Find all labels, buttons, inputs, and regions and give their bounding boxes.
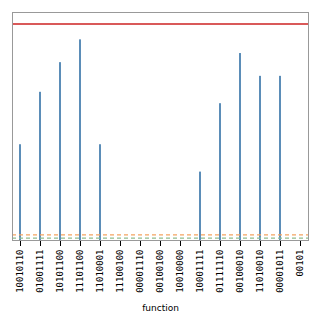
svg-text:00100100: 00100100	[155, 250, 165, 293]
svg-text:10010110: 10010110	[15, 250, 25, 293]
svg-text:01111110: 01111110	[215, 250, 225, 293]
svg-text:00001110: 00001110	[135, 250, 145, 293]
svg-text:01001111: 01001111	[35, 250, 45, 293]
svg-text:11100100: 11100100	[115, 250, 125, 293]
svg-text:10101100: 10101100	[55, 250, 65, 293]
svg-text:11010001: 11010001	[95, 250, 105, 293]
svg-text:00101: 00101	[295, 250, 305, 277]
svg-text:11010010: 11010010	[255, 250, 265, 293]
svg-text:00001011: 00001011	[275, 250, 285, 293]
svg-text:function: function	[142, 303, 179, 313]
svg-text:10010000: 10010000	[175, 250, 185, 293]
svg-text:11101100: 11101100	[75, 250, 85, 293]
svg-text:10001111: 10001111	[195, 250, 205, 293]
svg-text:00100010: 00100010	[235, 250, 245, 293]
